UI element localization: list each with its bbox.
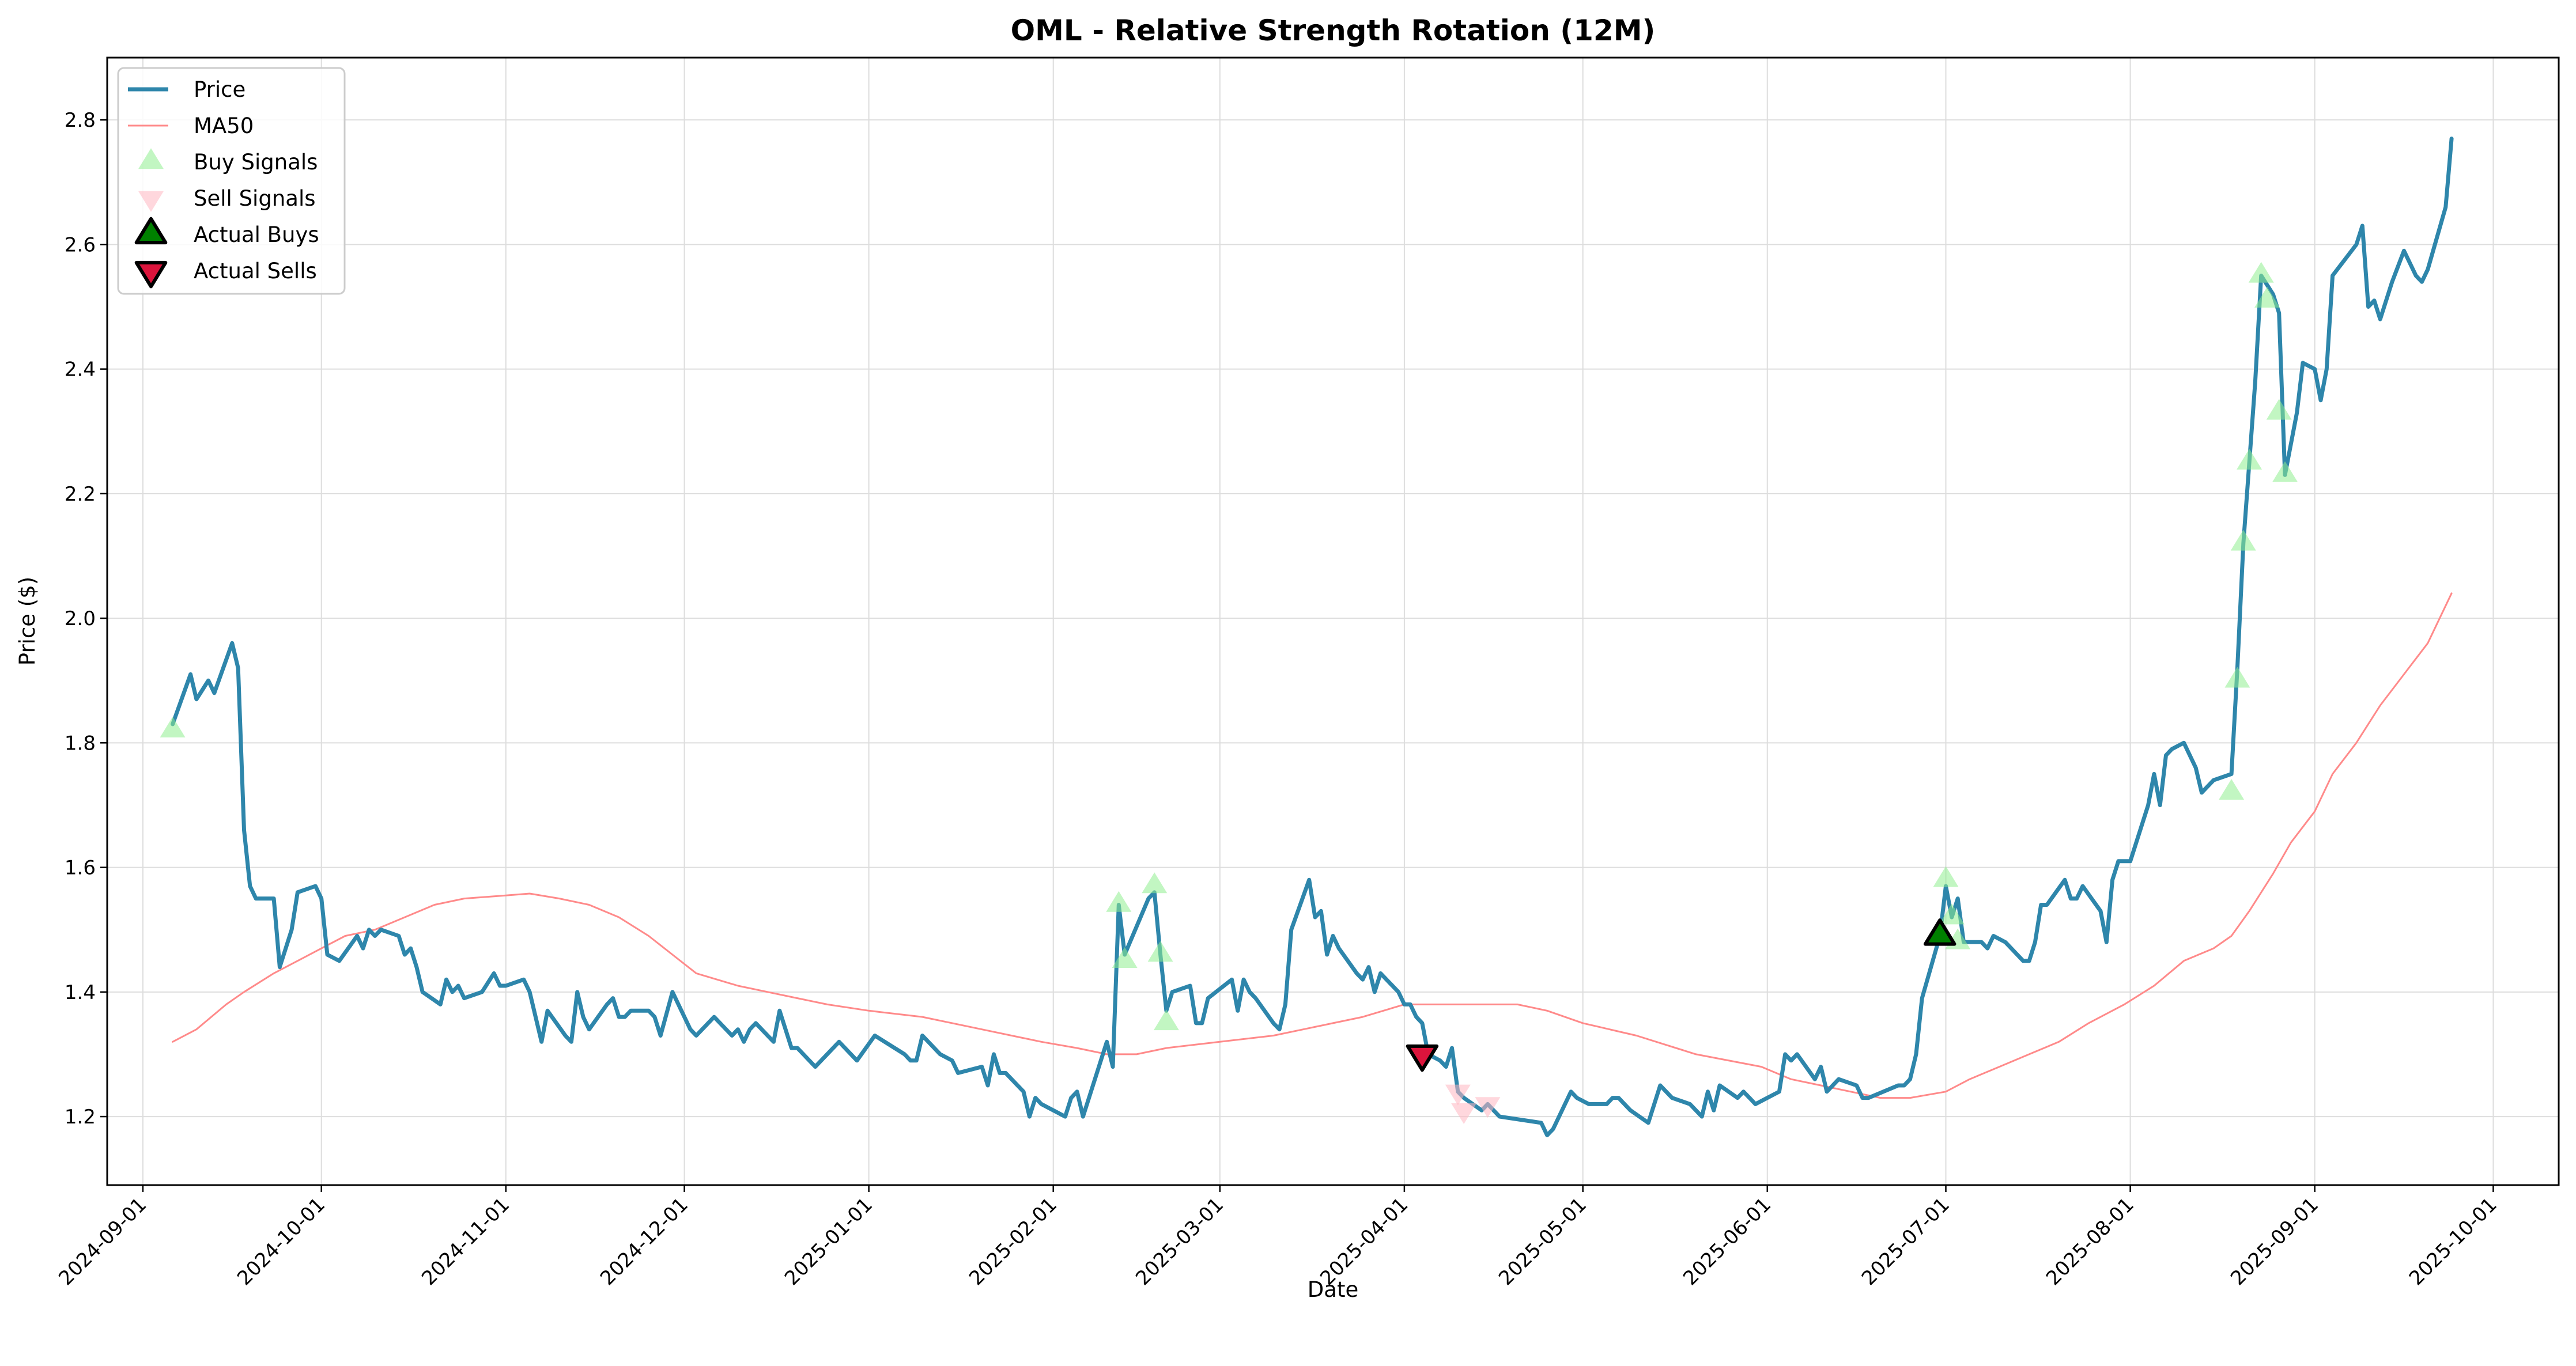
y-tick-label: 1.6	[65, 857, 96, 880]
legend-swatch-actual-sell	[134, 260, 168, 289]
marker-buy-signal	[1112, 947, 1138, 968]
marker-buy-signal	[1933, 866, 1959, 887]
legend-swatch-buy-signal	[138, 148, 164, 169]
y-tick-label: 1.2	[65, 1106, 96, 1129]
y-axis-title: Price ($)	[15, 577, 40, 665]
marker-buy-signal	[2272, 461, 2298, 482]
marker-sell-signal	[1451, 1103, 1477, 1125]
marker-buy-signal	[1153, 1009, 1179, 1031]
marker-buy-signal	[2230, 529, 2256, 551]
marker-sell-signal	[1445, 1084, 1471, 1106]
series-line-price	[171, 137, 2454, 1137]
y-tick-label: 2.8	[65, 109, 96, 132]
legend: Price MA50 Buy Signals Sell Signals Actual B…	[117, 67, 346, 295]
marker-buy-signal	[2237, 449, 2263, 470]
marker-buy-signal	[2254, 286, 2280, 308]
marker-actual-buy	[1923, 918, 1956, 946]
chart-title: OML - Relative Strength Rotation (12M)	[1011, 14, 1656, 47]
marker-buy-signal	[1939, 903, 1965, 925]
y-tick-label: 2.6	[65, 233, 96, 256]
marker-buy-signal	[1147, 941, 1173, 962]
y-tick-label: 2.2	[65, 483, 96, 506]
legend-label: Actual Sells	[194, 259, 317, 283]
y-tick-label: 1.4	[65, 981, 96, 1004]
marker-actual-sell	[1406, 1044, 1439, 1072]
grid	[107, 58, 2559, 1185]
marker-buy-signal	[2219, 779, 2245, 800]
marker-buy-signal	[160, 716, 186, 737]
y-tick-label: 2.0	[65, 607, 96, 630]
marker-buy-signal	[1106, 891, 1132, 912]
series-layer	[171, 137, 2454, 1137]
legend-label: MA50	[194, 113, 254, 138]
legend-label: Sell Signals	[194, 186, 316, 211]
series-line-ma50	[172, 592, 2453, 1099]
marker-buy-signal	[2224, 667, 2250, 688]
marker-buy-signal	[2266, 399, 2292, 420]
legend-swatch-sell-signal	[138, 191, 164, 212]
plot-frame	[106, 56, 2560, 1186]
x-axis-title: Date	[1308, 1277, 1358, 1302]
legend-box	[117, 67, 346, 295]
marker-layer	[160, 262, 2298, 1125]
y-tick-label: 1.8	[65, 732, 96, 755]
marker-sell-signal	[1475, 1097, 1501, 1118]
marker-buy-signal	[1142, 872, 1168, 894]
legend-label: Price	[194, 77, 245, 102]
legend-label: Buy Signals	[194, 150, 318, 175]
legend-swatch-actual-buy	[134, 217, 168, 245]
marker-buy-signal	[2248, 262, 2274, 283]
y-tick-label: 2.4	[65, 358, 96, 381]
legend-label: Actual Buys	[194, 222, 319, 247]
